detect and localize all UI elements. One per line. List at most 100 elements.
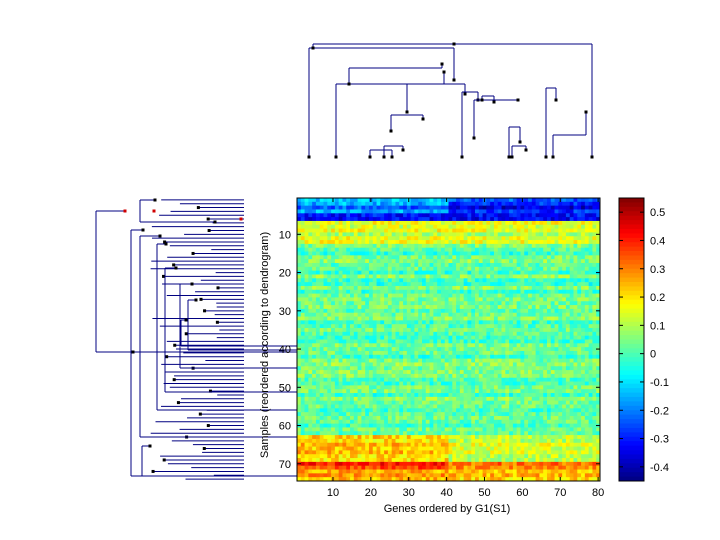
- sample-dendro-node: [202, 446, 206, 450]
- heatmap-cell: [399, 293, 404, 298]
- heatmap-cell: [459, 209, 465, 214]
- heatmap-cell: [346, 308, 351, 314]
- heatmap-cell: [406, 343, 412, 348]
- heatmap-cell: [319, 274, 324, 279]
- heatmap-cell: [512, 389, 518, 394]
- heatmap-cell: [550, 263, 555, 268]
- heatmap-cell: [550, 366, 555, 371]
- heatmap-cell: [569, 308, 574, 314]
- heatmap-cell: [418, 220, 423, 226]
- heatmap-cell: [376, 331, 381, 337]
- heatmap-cell: [546, 285, 552, 291]
- heatmap-cell: [558, 358, 563, 363]
- heatmap-cell: [459, 377, 465, 382]
- heatmap-cell: [592, 377, 597, 382]
- heatmap-cell: [471, 289, 476, 294]
- heatmap-cell: [478, 404, 483, 409]
- heatmap-cell: [327, 339, 332, 344]
- heatmap-cell: [342, 289, 347, 294]
- heatmap-cell: [448, 201, 453, 207]
- heatmap-cell: [338, 305, 343, 310]
- heatmap-cell: [433, 312, 438, 317]
- heatmap-cell: [418, 305, 423, 310]
- heatmap-cell: [368, 339, 374, 344]
- heatmap-cell: [384, 324, 389, 329]
- heatmap-cell: [448, 263, 453, 268]
- heatmap-cell: [410, 331, 415, 337]
- heatmap-cell: [399, 347, 404, 352]
- gene-dendro-node: [516, 98, 520, 102]
- heatmap-cell: [327, 343, 332, 348]
- heatmap-cell: [399, 232, 404, 237]
- heatmap-cell: [478, 377, 483, 382]
- heatmap-cell: [331, 408, 336, 413]
- heatmap-cell: [391, 343, 396, 348]
- heatmap-cell: [463, 385, 468, 390]
- heatmap-cell: [558, 335, 563, 340]
- heatmap-cell: [429, 278, 434, 283]
- heatmap-cell: [421, 301, 427, 306]
- heatmap-cell: [380, 404, 385, 409]
- heatmap-cell: [384, 240, 389, 245]
- heatmap-cell: [475, 232, 480, 237]
- heatmap-cell: [342, 320, 347, 325]
- heatmap-cell: [429, 385, 434, 390]
- heatmap-cell: [361, 228, 366, 233]
- heatmap-cell: [444, 255, 449, 260]
- heatmap-cell: [509, 393, 514, 398]
- heatmap-cell: [467, 198, 472, 203]
- heatmap-cell: [471, 228, 476, 233]
- heatmap-cell: [361, 343, 366, 348]
- heatmap-cell: [459, 331, 465, 337]
- heatmap-cell: [342, 240, 347, 245]
- heatmap-cell: [350, 224, 355, 229]
- heatmap-cell: [558, 240, 563, 245]
- heatmap-cell: [543, 362, 548, 367]
- heatmap-cell: [437, 396, 442, 402]
- heatmap-cell: [380, 228, 385, 233]
- heatmap-cell: [315, 362, 321, 367]
- heatmap-cell: [368, 358, 374, 363]
- heatmap-cell: [331, 255, 336, 260]
- heatmap-cell: [475, 362, 480, 367]
- heatmap-cell: [546, 243, 552, 249]
- heatmap-cell: [467, 274, 472, 279]
- heatmap-cell: [315, 224, 321, 229]
- heatmap-cell: [308, 301, 313, 306]
- heatmap-cell: [546, 220, 552, 226]
- heatmap-cell: [350, 419, 355, 425]
- heatmap-cell: [456, 270, 461, 275]
- heatmap-cell: [421, 289, 427, 294]
- heatmap-cell: [353, 308, 358, 314]
- heatmap-cell: [448, 324, 453, 329]
- heatmap-cell: [452, 251, 457, 256]
- heatmap-cell: [486, 224, 491, 229]
- heatmap-cell: [421, 224, 427, 229]
- heatmap-cell: [463, 373, 468, 379]
- heatmap-cell: [425, 324, 430, 329]
- heatmap-cell: [361, 297, 366, 302]
- heatmap-cell: [520, 251, 525, 256]
- heatmap-cell: [535, 255, 540, 260]
- heatmap-cell: [554, 373, 559, 379]
- heatmap-cell: [346, 251, 351, 256]
- heatmap-cell: [475, 201, 480, 207]
- heatmap-cell: [475, 366, 480, 371]
- heatmap-cell: [497, 236, 502, 241]
- heatmap-cell: [403, 370, 408, 375]
- heatmap-cell: [297, 339, 302, 344]
- heatmap-cell: [478, 324, 483, 329]
- heatmap-cell: [372, 270, 377, 275]
- heatmap-cell: [535, 297, 540, 302]
- heatmap-cell: [565, 263, 571, 268]
- gene-dendro-node: [584, 110, 588, 114]
- heatmap-cell: [581, 247, 586, 252]
- heatmap-cell: [312, 385, 317, 390]
- heatmap-cell: [550, 328, 555, 333]
- heatmap-cell: [418, 339, 423, 344]
- heatmap-cell: [539, 278, 544, 283]
- heatmap-cell: [505, 419, 510, 425]
- heatmap-cell: [346, 274, 351, 279]
- heatmap-cell: [581, 259, 586, 264]
- heatmap-cell: [550, 331, 555, 337]
